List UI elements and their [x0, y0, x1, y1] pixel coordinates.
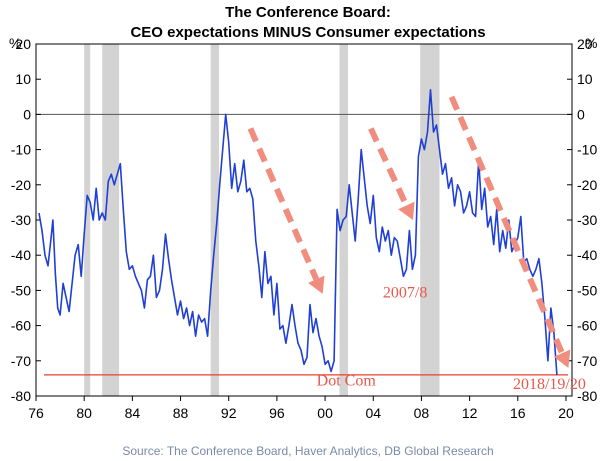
y-tick-label-right: -70 [577, 353, 597, 369]
y-tick-label-right: -30 [577, 212, 597, 228]
y-tick-label-left: -60 [11, 318, 31, 334]
x-tick-label: 20 [558, 405, 574, 421]
x-tick-label: 04 [365, 405, 381, 421]
x-ticks: 76 80 84 88 92 96 00 04 08 12 16 20 [28, 396, 574, 421]
x-tick-label: 92 [221, 405, 237, 421]
reference-lines [36, 113, 572, 376]
annotations: 2007/8 Dot Com 2018/19/20 [317, 284, 586, 393]
source-note: Source: The Conference Board, Haver Anal… [122, 444, 493, 458]
trend-arrow-shaft [448, 95, 565, 355]
trend-arrow-head [553, 349, 571, 368]
chart-subtitle: CEO expectations MINUS Consumer expectat… [130, 24, 485, 41]
recession-band [102, 44, 120, 396]
y-tick-label-left: -30 [11, 212, 31, 228]
trend-arrow [448, 95, 571, 368]
y-tick-label-right: 10 [577, 71, 593, 87]
series-layer [38, 89, 558, 375]
y-tick-label-left: 10 [15, 71, 31, 87]
y-tick-label-right: -60 [577, 318, 597, 334]
y-unit-right: % [585, 35, 597, 51]
y-tick-label-right: -20 [577, 177, 597, 193]
y-tick-label-right: 20 [577, 36, 593, 52]
x-tick-label: 80 [76, 405, 92, 421]
chart-title: The Conference Board: [225, 4, 391, 21]
x-tick-label: 84 [125, 405, 141, 421]
annotation-label: Dot Com [317, 372, 377, 389]
x-tick-label: 00 [317, 405, 333, 421]
y-tick-label-right: -10 [577, 142, 597, 158]
trend-arrows [247, 95, 571, 368]
x-tick-label: 12 [462, 405, 478, 421]
recession-bands [84, 44, 440, 396]
recession-band [420, 44, 440, 396]
x-tick-label: 08 [414, 405, 430, 421]
y-ticks: 20 20 10 10 0 0 -10 -10 -20 -20 -30 -30 -40 -40 -50 -50… [11, 36, 598, 404]
x-tick-label: 16 [510, 405, 526, 421]
trend-arrow-shaft [368, 127, 410, 207]
series-line [38, 89, 558, 375]
recession-band [84, 44, 91, 396]
x-tick-label: 88 [173, 405, 189, 421]
trend-arrow [247, 127, 325, 294]
trend-arrow-head [308, 275, 325, 294]
y-tick-label-left: -40 [11, 247, 31, 263]
y-tick-label-left: 20 [15, 36, 31, 52]
y-tick-label-left: -10 [11, 142, 31, 158]
trend-arrow-shaft [247, 127, 320, 281]
y-tick-label-right: -80 [577, 388, 597, 404]
y-tick-label-right: -50 [577, 282, 597, 298]
y-tick-label-left: -20 [11, 177, 31, 193]
y-tick-label-left: -70 [11, 353, 31, 369]
y-unit-left: % [9, 35, 21, 51]
annotation-label: 2018/19/20 [513, 376, 586, 393]
annotation-label: 2007/8 [383, 284, 427, 301]
trend-arrow-head [398, 201, 415, 220]
x-tick-label: 96 [269, 405, 285, 421]
y-tick-label-left: -80 [11, 388, 31, 404]
y-tick-label-left: 0 [23, 106, 31, 122]
x-tick-label: 76 [28, 405, 44, 421]
y-tick-label-left: -50 [11, 282, 31, 298]
trend-arrow [368, 127, 415, 220]
recession-band [210, 44, 220, 396]
y-tick-label-right: -40 [577, 247, 597, 263]
y-tick-label-right: 0 [577, 106, 585, 122]
